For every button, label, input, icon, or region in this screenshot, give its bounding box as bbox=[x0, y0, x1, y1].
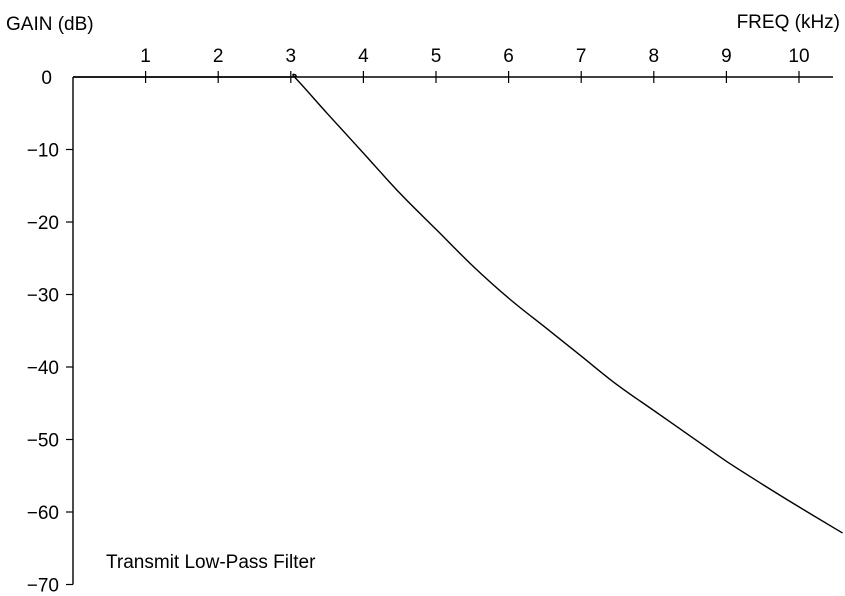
x-tick-label-1: 1 bbox=[140, 46, 151, 67]
x-tick-label-10: 10 bbox=[788, 46, 809, 67]
filter-annotation: Transmit Low-Pass Filter bbox=[106, 552, 316, 573]
x-tick-label-2: 2 bbox=[213, 46, 224, 67]
y-tick-label--10: −10 bbox=[27, 141, 59, 162]
x-tick-label-9: 9 bbox=[721, 46, 732, 67]
x-tick-label-8: 8 bbox=[649, 46, 660, 67]
y-tick-label--50: −50 bbox=[27, 431, 59, 452]
y-ticks: 0 −10 −20 −30 −40 −50 −60 −70 bbox=[27, 68, 73, 596]
x-axis-title: FREQ (kHz) bbox=[737, 12, 840, 33]
y-tick-label--20: −20 bbox=[27, 213, 59, 234]
gain-curve bbox=[72, 73, 843, 534]
x-tick-label-6: 6 bbox=[503, 46, 514, 67]
y-tick-label-0: 0 bbox=[41, 68, 52, 89]
x-tick-label-4: 4 bbox=[358, 46, 369, 67]
y-axis-title: GAIN (dB) bbox=[6, 14, 94, 35]
y-tick-label--70: −70 bbox=[27, 576, 59, 596]
y-tick-label--60: −60 bbox=[27, 503, 59, 524]
x-tick-label-5: 5 bbox=[431, 46, 442, 67]
x-tick-label-7: 7 bbox=[576, 46, 587, 67]
x-tick-label-3: 3 bbox=[286, 46, 297, 67]
y-tick-label--30: −30 bbox=[27, 286, 59, 307]
y-tick-label--40: −40 bbox=[27, 358, 59, 379]
